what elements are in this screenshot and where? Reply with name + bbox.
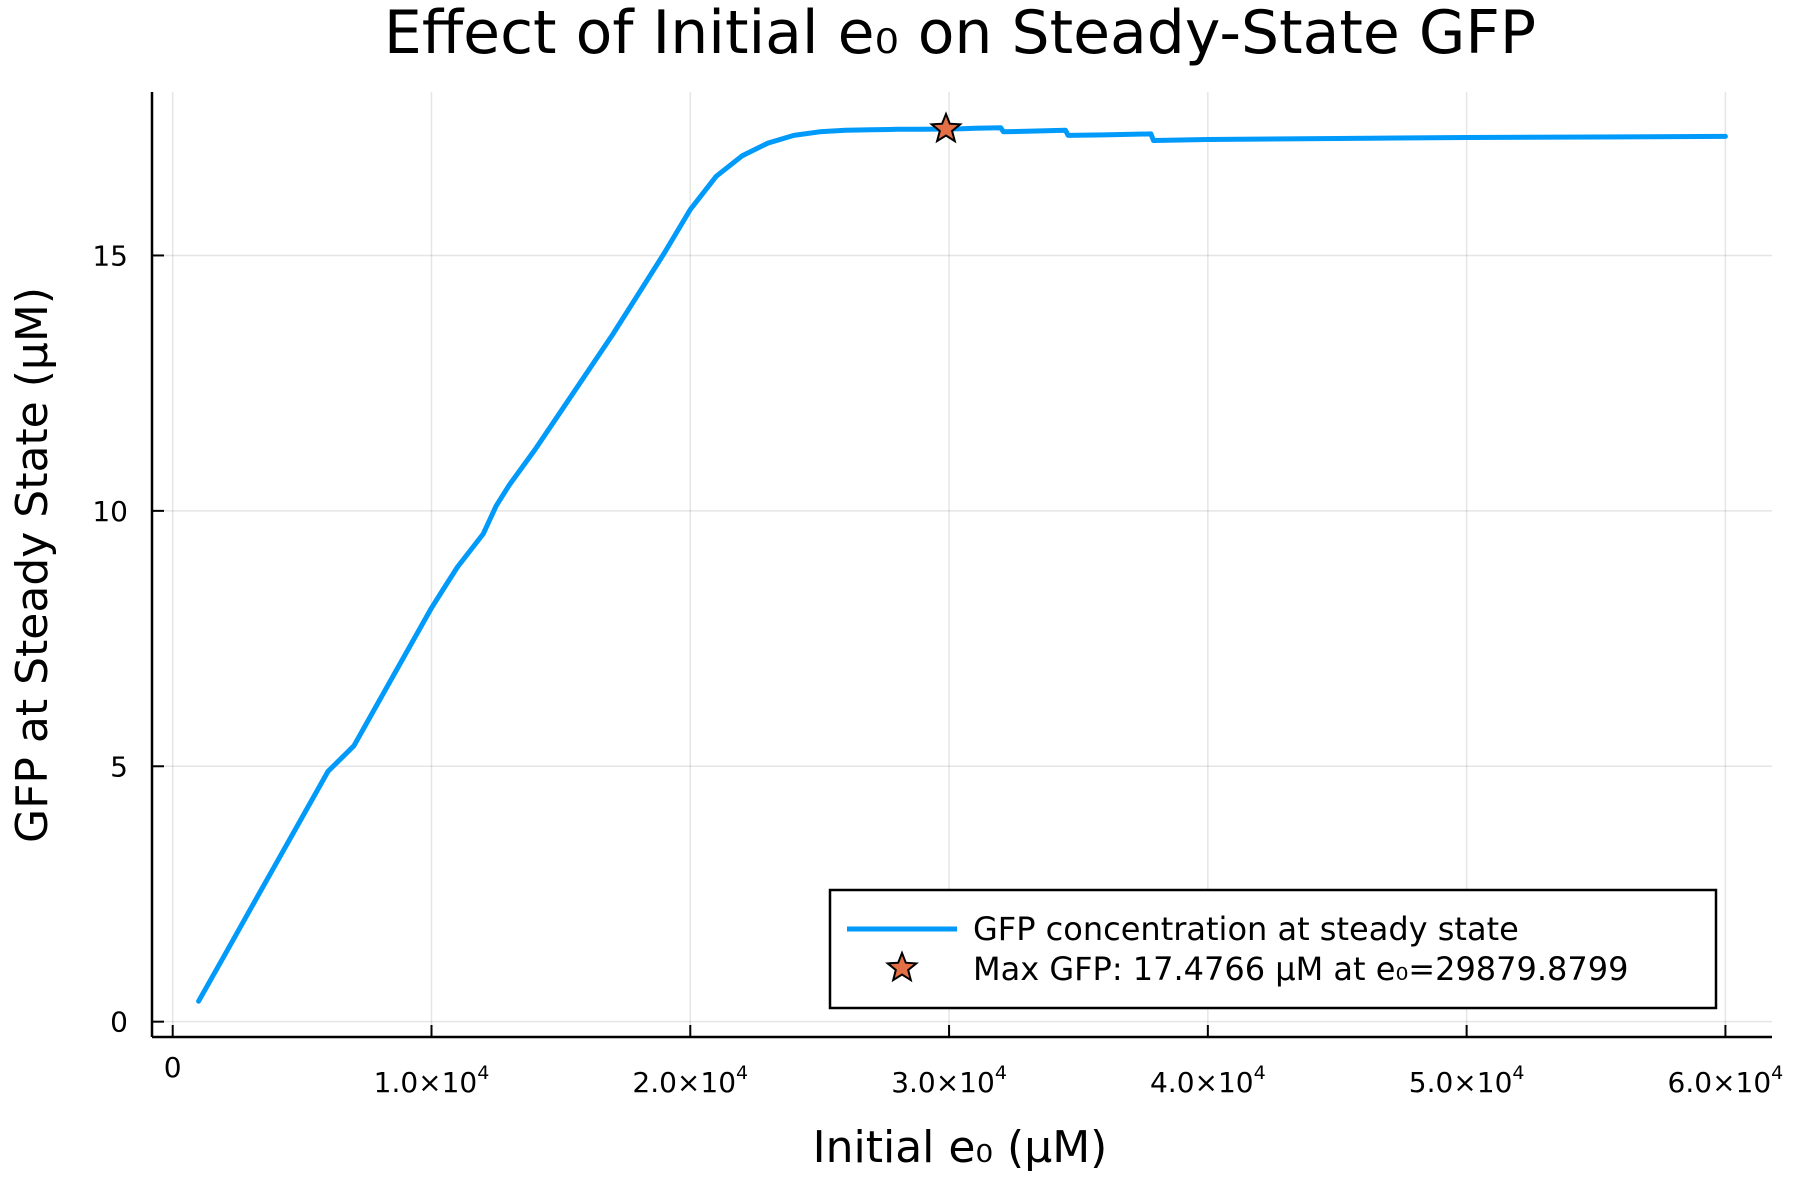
legend-entry-line: GFP concentration at steady state <box>973 910 1519 948</box>
grid-lines <box>152 92 1772 1037</box>
chart-title: Effect of Initial e₀ on Steady-State GFP <box>384 0 1536 68</box>
y-axis-label: GFP at Steady State (μM) <box>7 287 58 843</box>
x-axis-label: Initial e₀ (μM) <box>813 1122 1108 1173</box>
x-tick-label-1: 1.0×104 <box>374 1062 490 1099</box>
max-gfp-star-marker <box>929 111 963 144</box>
y-tick-label-1: 5 <box>110 750 128 783</box>
x-tick-label-0: 0 <box>164 1051 182 1084</box>
x-ticks: 0 1.0×104 2.0×104 3.0×104 4.0×104 5.0×104 6.0×… <box>164 1025 1783 1099</box>
legend: GFP concentration at steady state Max GF… <box>828 888 1718 1010</box>
series-line-0 <box>196 125 1728 1004</box>
x-tick-label-2: 2.0×104 <box>632 1062 748 1099</box>
axes <box>150 92 1772 1039</box>
y-tick-label-0: 0 <box>110 1006 128 1039</box>
x-tick-label-3: 3.0×104 <box>891 1062 1007 1099</box>
legend-entry-marker: Max GFP: 17.4766 μM at e₀=29879.8799 <box>973 950 1628 988</box>
y-tick-label-2: 10 <box>92 495 128 528</box>
legend-star-swatch <box>885 950 919 983</box>
x-tick-label-4: 4.0×104 <box>1150 1062 1266 1099</box>
x-tick-label-5: 5.0×104 <box>1409 1062 1525 1099</box>
x-tick-label-6: 6.0×104 <box>1668 1062 1784 1099</box>
y-tick-label-3: 15 <box>92 239 128 272</box>
legend-box <box>828 888 1718 1010</box>
series-layer <box>196 111 1728 1004</box>
y-ticks: 0 5 10 15 <box>92 239 164 1039</box>
